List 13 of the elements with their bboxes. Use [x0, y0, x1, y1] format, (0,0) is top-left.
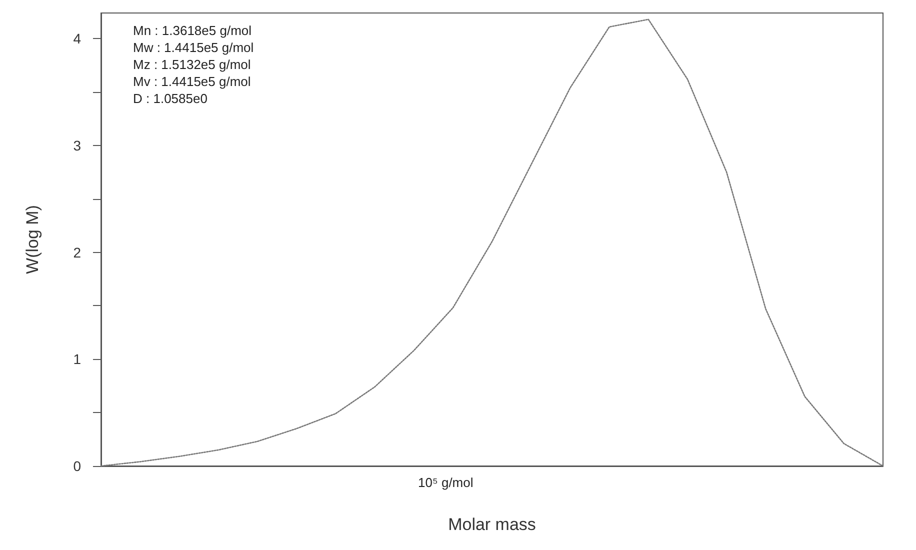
annotation: Mz : 1.5132e5 g/mol — [133, 57, 251, 72]
text: 10⁵ g/mol — [418, 475, 474, 490]
y-tick-label: 3 — [73, 137, 82, 154]
y-tick-label: 4 — [73, 30, 82, 47]
y-tick-label: 2 — [73, 244, 82, 260]
annotation: Mw : 1.4415e5 g/mol — [133, 40, 254, 55]
y-tick-label: 1 — [73, 351, 82, 368]
annotation: Mv : 1.4415e5 g/mol — [133, 74, 251, 89]
annotation: Mn : 1.3618e5 g/mol — [133, 23, 252, 38]
y-tick-label: 0 — [73, 458, 82, 474]
x-axis-title: Molar mass — [448, 515, 536, 534]
y-axis-title: W(log M) — [23, 205, 42, 274]
annotation: D : 1.0585e0 — [133, 91, 208, 106]
